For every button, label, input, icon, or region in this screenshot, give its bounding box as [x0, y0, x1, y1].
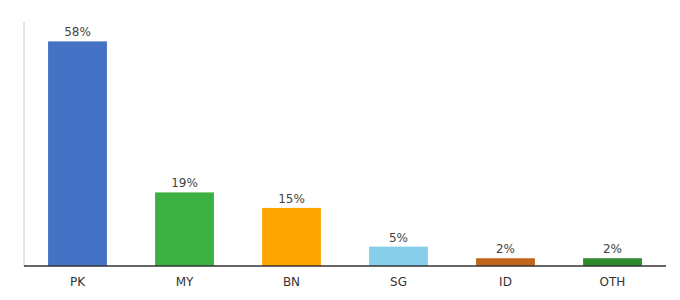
chart: 58% PK 19% MY 15% BN 5% SG 2% ID 2% OTH	[0, 0, 680, 300]
bar	[262, 208, 321, 266]
data-label: 5%	[389, 231, 408, 245]
bar	[476, 258, 535, 266]
x-tick-label: MY	[176, 275, 194, 289]
data-label: 19%	[171, 176, 198, 190]
x-tick-label: OTH	[600, 275, 626, 289]
labels: 58% PK 19% MY 15% BN 5% SG 2% ID 2% OTH	[64, 25, 625, 289]
x-tick-label: SG	[390, 275, 407, 289]
bar	[155, 192, 214, 266]
bar	[48, 41, 107, 266]
x-axis-line	[24, 265, 666, 267]
x-tick-label: BN	[283, 275, 300, 289]
data-label: 15%	[278, 192, 305, 206]
y-axis-line	[24, 22, 25, 266]
data-label: 2%	[496, 242, 515, 256]
bar	[583, 258, 642, 266]
bar	[369, 247, 428, 266]
bars	[48, 41, 642, 266]
data-label: 58%	[64, 25, 91, 39]
chart-container: 58% PK 19% MY 15% BN 5% SG 2% ID 2% OTH	[0, 0, 680, 300]
x-tick-label: PK	[70, 275, 86, 289]
x-tick-label: ID	[499, 275, 512, 289]
data-label: 2%	[603, 242, 622, 256]
